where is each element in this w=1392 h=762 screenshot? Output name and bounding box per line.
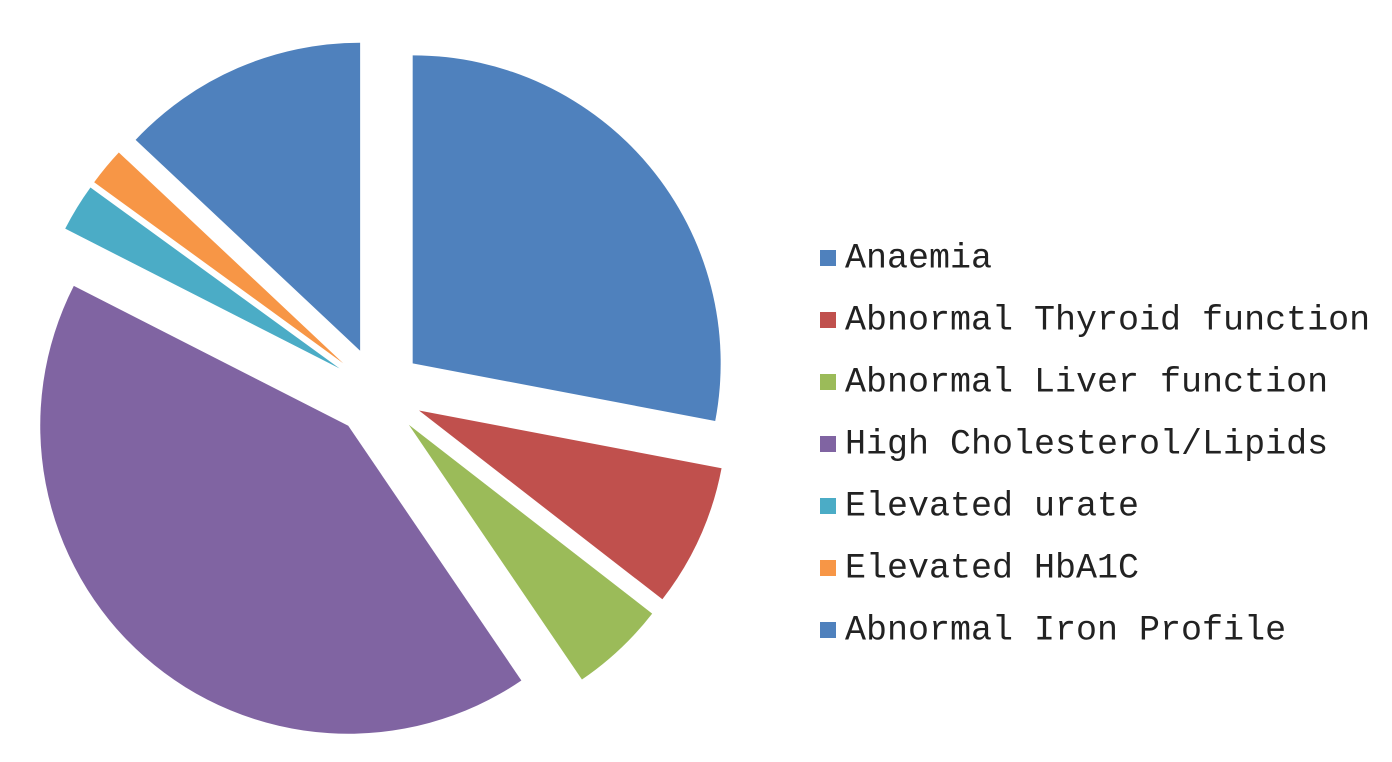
legend-label: Elevated urate: [845, 486, 1139, 526]
legend-swatch: [820, 312, 836, 328]
pie-slice: [94, 152, 344, 364]
legend-swatch: [820, 560, 836, 576]
legend-label: Abnormal Liver function: [845, 362, 1328, 402]
legend-label: High Cholesterol/Lipids: [845, 424, 1328, 464]
pie-slice: [40, 285, 522, 734]
pie-slice: [65, 187, 340, 369]
legend-label: Abnormal Iron Profile: [845, 610, 1286, 650]
pie-slice: [408, 424, 653, 680]
legend-label: Elevated HbA1C: [845, 548, 1139, 588]
pie-slice: [419, 410, 722, 600]
pie-slice: [135, 42, 361, 351]
legend-swatch: [820, 374, 836, 390]
legend-label: Anaemia: [845, 238, 992, 278]
legend-label: Abnormal Thyroid function: [845, 300, 1370, 340]
legend-swatch: [820, 622, 836, 638]
legend-swatch: [820, 498, 836, 514]
legend-swatch: [820, 436, 836, 452]
pie-slice: [412, 55, 721, 422]
legend-swatch: [820, 250, 836, 266]
